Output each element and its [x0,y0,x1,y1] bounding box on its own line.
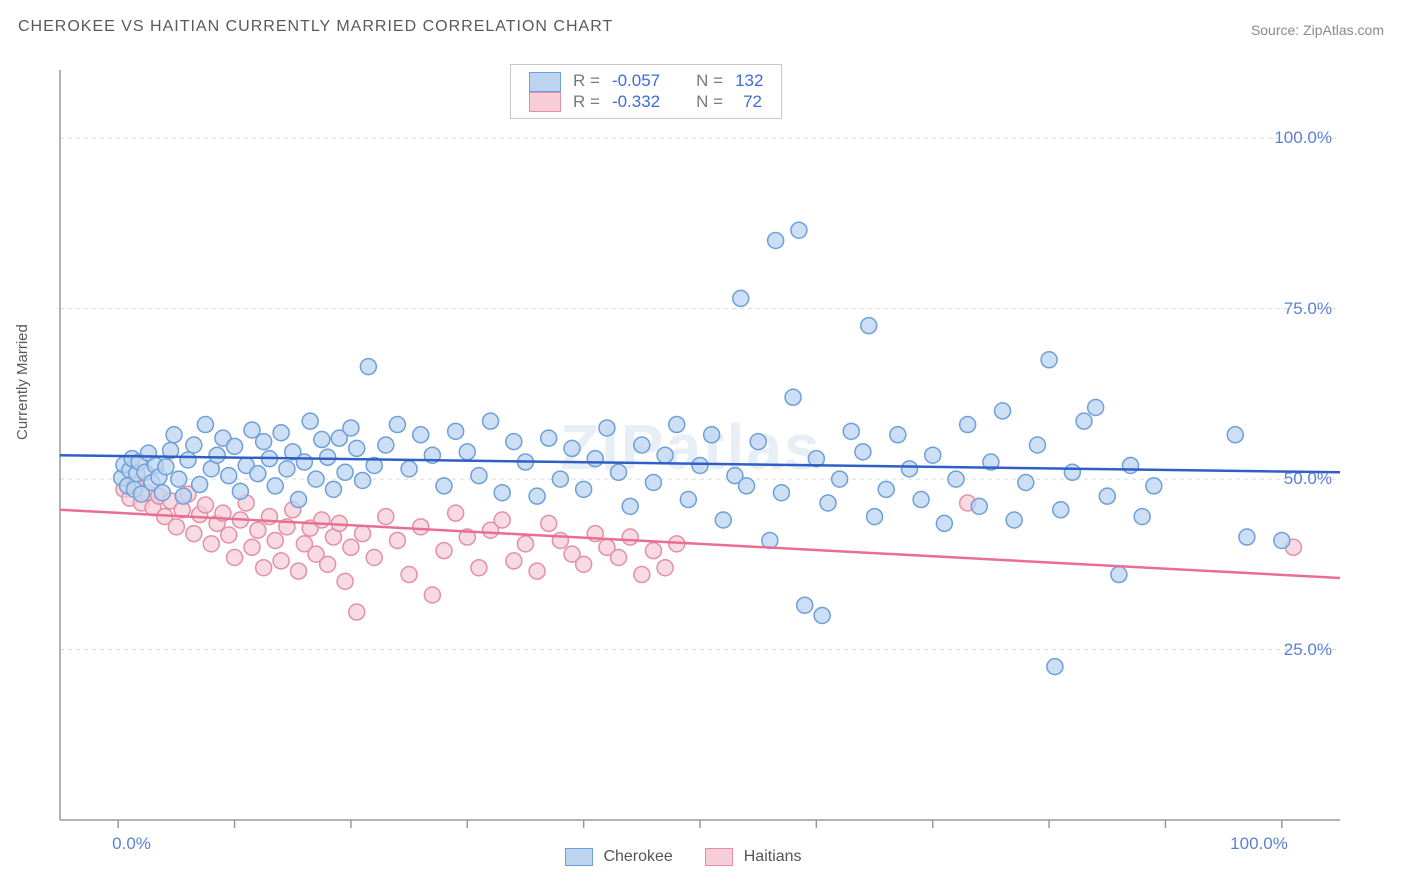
y-tick-label: 75.0% [1284,299,1332,319]
legend-swatch-haitians [705,848,733,866]
y-tick-label: 100.0% [1274,128,1332,148]
legend-swatch-haitians [529,92,561,112]
legend-item-haitians: Haitians [705,848,801,866]
legend-swatch-cherokee [529,72,561,92]
x-tick-label: 100.0% [1230,834,1288,854]
legend-n-label: N = [690,92,729,113]
y-tick-label: 25.0% [1284,640,1332,660]
legend-r-value: -0.332 [606,92,666,113]
legend-r-value: -0.057 [606,71,666,92]
legend-label: Haitians [744,848,802,865]
legend-r-label: R = [567,71,606,92]
legend-n-label: N = [690,71,729,92]
y-axis-label: Currently Married [14,324,31,440]
chart-container: CHEROKEE VS HAITIAN CURRENTLY MARRIED CO… [0,0,1406,892]
legend-row: R = -0.057 N = 132 [523,71,769,92]
x-tick-label: 0.0% [112,834,151,854]
chart-title: CHEROKEE VS HAITIAN CURRENTLY MARRIED CO… [18,18,613,36]
legend-correlation: R = -0.057 N = 132 R = -0.332 N = 72 [510,64,782,119]
legend-n-value: 72 [729,92,769,113]
legend-n-value: 132 [729,71,769,92]
scatter-chart [50,60,1360,830]
legend-row: R = -0.332 N = 72 [523,92,769,113]
legend-r-label: R = [567,92,606,113]
legend-label: Cherokee [603,848,672,865]
legend-item-cherokee: Cherokee [565,848,673,866]
y-tick-label: 50.0% [1284,469,1332,489]
source-label: Source: ZipAtlas.com [1251,22,1384,38]
legend-series: Cherokee Haitians [565,848,830,866]
legend-swatch-cherokee [565,848,593,866]
